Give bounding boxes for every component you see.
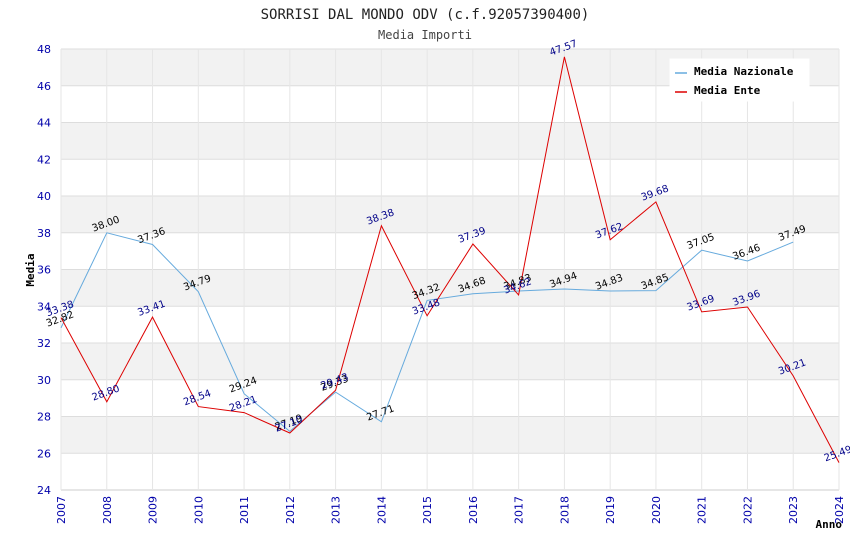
band	[61, 306, 839, 343]
y-tick-label: 24	[37, 484, 51, 497]
x-tick-label: 2019	[604, 496, 617, 524]
y-tick-label: 46	[37, 80, 51, 93]
y-tick-label: 36	[37, 264, 51, 277]
x-axis-ticks: 2007 2008 2009 2010 2011 2012 2013 2014 2015 2016…	[55, 496, 846, 524]
y-tick-label: 42	[37, 153, 51, 166]
x-tick-label: 2010	[192, 496, 205, 524]
y-tick-label: 26	[37, 447, 51, 460]
x-tick-label: 2012	[284, 496, 297, 524]
y-axis-ticks: 24 26 28 30 32 34 36 38 40 42 44 46 48	[37, 43, 51, 497]
band	[61, 196, 839, 233]
x-tick-label: 2022	[741, 496, 754, 524]
x-tick-label: 2024	[833, 496, 846, 524]
gridlines	[60, 48, 840, 491]
chart-subtitle: Media Importi	[378, 28, 472, 42]
y-tick-label: 40	[37, 190, 51, 203]
band	[61, 343, 839, 380]
x-tick-label: 2014	[375, 496, 388, 524]
band	[61, 379, 839, 417]
legend: Media Nazionale Media Ente	[669, 58, 810, 102]
legend-box	[669, 58, 810, 102]
x-tick-label: 2021	[696, 496, 709, 524]
x-tick-label: 2018	[558, 496, 571, 524]
band	[61, 269, 839, 307]
y-axis-label: Media	[24, 253, 37, 286]
series-line-media-ente	[60, 56, 840, 463]
y-tick-label: 38	[37, 227, 51, 240]
series-lines	[60, 56, 840, 463]
y-tick-label: 44	[37, 117, 51, 130]
x-tick-label: 2013	[330, 496, 343, 524]
x-tick-label: 2016	[467, 496, 480, 524]
x-tick-label: 2009	[147, 496, 160, 524]
x-tick-label: 2011	[238, 496, 251, 524]
legend-label-media-nazionale: Media Nazionale	[694, 65, 794, 78]
x-tick-label: 2017	[513, 496, 526, 524]
band	[61, 453, 839, 490]
legend-label-media-ente: Media Ente	[694, 84, 761, 97]
y-tick-label: 32	[37, 337, 51, 350]
band	[61, 122, 839, 160]
x-tick-label: 2020	[650, 496, 663, 524]
band	[61, 416, 839, 454]
x-tick-label: 2023	[787, 496, 800, 524]
x-tick-label: 2008	[101, 496, 114, 524]
y-tick-label: 30	[37, 374, 51, 387]
chart-title: SORRISI DAL MONDO ODV (c.f.92057390400)	[261, 7, 590, 23]
plot-background	[61, 49, 839, 490]
series-line-media-nazionale	[60, 232, 794, 433]
x-tick-label: 2007	[55, 496, 68, 524]
y-tick-label: 34	[37, 300, 51, 313]
band	[61, 159, 839, 196]
x-tick-label: 2015	[421, 496, 434, 524]
x-axis-label: Anno	[816, 518, 843, 531]
band	[61, 232, 839, 270]
y-tick-label: 28	[37, 411, 51, 424]
y-tick-label: 48	[37, 43, 51, 56]
